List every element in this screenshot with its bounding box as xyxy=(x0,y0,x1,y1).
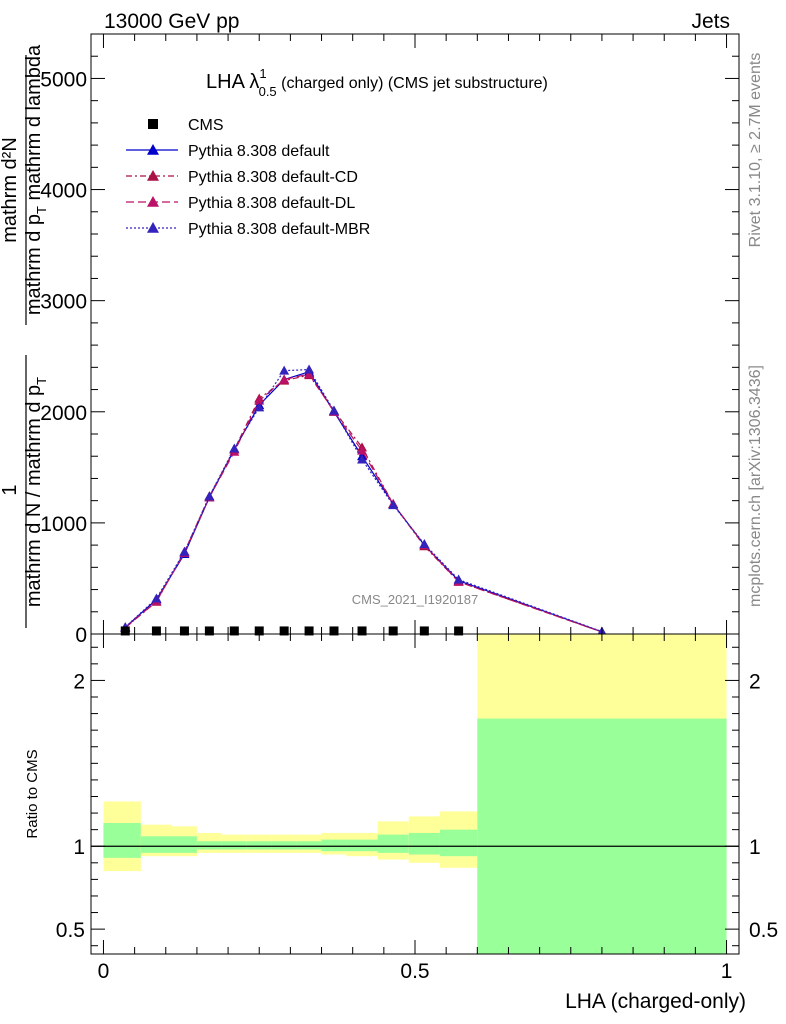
main-ylabel-denominator: mathrm d N / mathrm d pT xyxy=(23,377,49,607)
legend-label: Pythia 8.308 default-DL xyxy=(188,195,355,212)
legend-label: Pythia 8.308 default-CD xyxy=(188,169,358,186)
main-ylabel-derivative-bottom: mathrm d pT mathrm d lambda xyxy=(23,44,49,315)
header-process-label: Jets xyxy=(691,10,730,33)
ratio-xlabel: LHA (charged-only) xyxy=(565,990,746,1013)
series-point xyxy=(388,500,399,510)
ratio-inner-band xyxy=(271,841,297,850)
series-point xyxy=(229,443,240,453)
ratio-band-group xyxy=(91,634,739,954)
ratio-ytick-label-right: 2 xyxy=(749,670,761,693)
rivet-version-label: Rivet 3.1.10, ≥ 2.7M events xyxy=(747,53,764,248)
main-ylabel: 1 mathrm d N / mathrm d pT mathrm d²N ma… xyxy=(0,44,49,628)
cms-data-point xyxy=(204,626,214,636)
ratio-inner-band xyxy=(140,836,172,853)
plot-title-main: LHA λ xyxy=(206,71,259,93)
series-point xyxy=(304,364,315,374)
main-ylabel-den-sub: T xyxy=(34,377,49,385)
cms-data-point xyxy=(419,626,429,636)
series-point xyxy=(357,445,368,455)
main-axis-ticks: 0 1000 2000 3000 4000 5000 xyxy=(40,33,739,647)
cms-data-point xyxy=(388,626,398,636)
ratio-inner-band xyxy=(321,839,347,852)
series-point xyxy=(453,574,464,584)
cms-data-point xyxy=(304,626,314,636)
plot-title: LHA λ1 0.5 (charged only) (CMS jet substr… xyxy=(206,66,548,99)
ratio-ytick-label-right: 1 xyxy=(749,836,761,859)
cms-data-point xyxy=(357,626,367,636)
cms-data-point xyxy=(454,626,464,636)
ratio-inner-band xyxy=(246,841,272,850)
mcplots-label: mcplots.cern.ch [arXiv:1306.3436] xyxy=(747,365,764,607)
main-ytick-label: 5000 xyxy=(40,68,87,91)
ratio-xtick-label: 1 xyxy=(721,960,733,983)
main-ytick-label: 1000 xyxy=(40,513,87,536)
series-point xyxy=(179,546,190,556)
ratio-xtick-label: 0 xyxy=(98,960,110,983)
cms-data-point xyxy=(120,626,130,636)
ratio-inner-band xyxy=(196,841,222,850)
series-point xyxy=(254,402,265,412)
legend-label: Pythia 8.308 default-MBR xyxy=(188,221,370,238)
main-ytick-label: 4000 xyxy=(40,180,87,203)
ratio-ytick-label-right: 0.5 xyxy=(749,919,778,942)
main-ylabel-dlambda-text: mathrm d lambda xyxy=(23,44,45,206)
analysis-watermark: CMS_2021_I1920187 xyxy=(352,592,479,607)
cms-data-point xyxy=(329,626,339,636)
ratio-inner-band xyxy=(408,832,440,855)
ratio-axis-ticks: 0.5 0.5 1 1 2 2 0 0.5 1 xyxy=(56,634,778,983)
main-ytick-label: 0 xyxy=(75,624,87,647)
series-point xyxy=(329,405,339,415)
ratio-inner-band xyxy=(103,823,141,858)
main-ylabel-dp-sub: T xyxy=(34,206,49,214)
ratio-inner-band xyxy=(377,834,409,853)
legend-marker xyxy=(147,144,159,155)
main-ylabel-dp-text: mathrm d p xyxy=(23,214,45,315)
main-ylabel-numerator: 1 xyxy=(0,484,21,495)
series-point xyxy=(204,491,215,501)
main-ytick-label: 3000 xyxy=(40,291,87,314)
legend-cms-marker xyxy=(148,119,158,129)
series-point xyxy=(151,593,162,603)
series-line xyxy=(124,368,603,633)
ratio-inner-band xyxy=(477,718,727,954)
series-line xyxy=(124,373,603,633)
legend-label: Pythia 8.308 default xyxy=(188,143,330,160)
legend-marker xyxy=(147,222,159,233)
cms-data-point xyxy=(279,626,289,636)
ratio-inner-band xyxy=(346,839,378,852)
main-ylabel-den-text: mathrm d N / mathrm d p xyxy=(23,385,45,607)
ratio-inner-band xyxy=(296,841,322,850)
ratio-ytick-label: 0.5 xyxy=(56,919,85,942)
header-energy-label: 13000 GeV pp xyxy=(104,10,239,33)
plot-title-sub: 0.5 xyxy=(259,84,277,99)
ratio-ytick-label: 1 xyxy=(73,836,85,859)
main-ylabel-derivative-top: mathrm d²N xyxy=(0,137,21,243)
ratio-xtick-label: 0.5 xyxy=(400,960,429,983)
legend-marker xyxy=(147,170,159,181)
series-point xyxy=(279,365,290,375)
ratio-inner-band xyxy=(439,829,478,857)
series-point xyxy=(419,539,430,548)
cms-data-point xyxy=(151,626,161,636)
legend-marker xyxy=(147,196,159,207)
series-point xyxy=(357,454,368,464)
legend: CMS Pythia 8.308 default Pythia 8.308 defa… xyxy=(126,117,370,238)
plot-title-sup: 1 xyxy=(259,66,266,81)
main-ytick-label: 2000 xyxy=(40,402,87,425)
ratio-ylabel: Ratio to CMS xyxy=(24,749,41,838)
series-point xyxy=(254,395,265,405)
cms-data-point xyxy=(229,626,239,636)
ratio-plot-panel: 0.5 0.5 1 1 2 2 0 0.5 1 Ratio to CMS LHA (charge… xyxy=(24,633,778,1013)
main-series-group xyxy=(120,364,607,636)
ratio-plot-frame xyxy=(90,633,740,955)
cms-data-point xyxy=(179,626,189,636)
ratio-ytick-label: 2 xyxy=(73,670,85,693)
legend-cms-label: CMS xyxy=(188,117,224,134)
ratio-inner-band xyxy=(221,841,247,850)
plot-title-rest: (charged only) (CMS jet substructure) xyxy=(277,75,548,92)
ratio-inner-band xyxy=(172,836,197,853)
series-point xyxy=(279,374,290,384)
